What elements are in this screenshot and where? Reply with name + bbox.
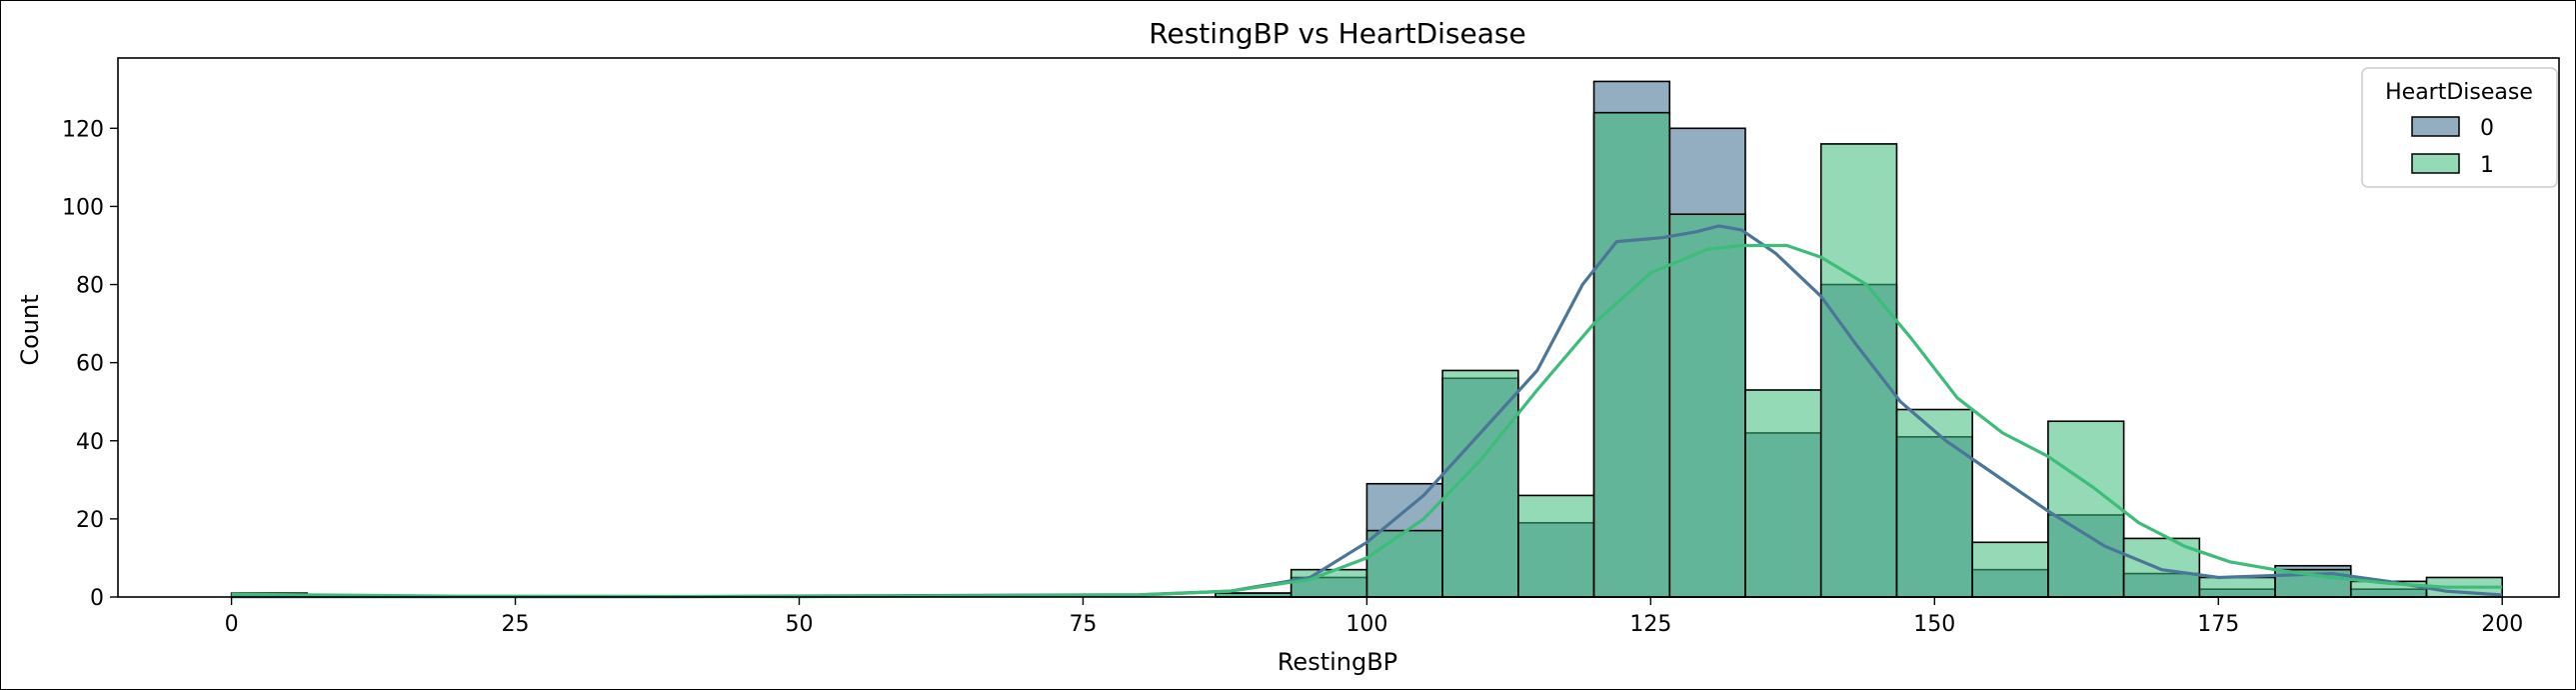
legend-label-0: 0 [2480,116,2494,141]
histogram-bar [1592,111,1671,598]
histogram-bar [1517,494,1595,598]
x-tick-label: 150 [1913,612,1955,637]
x-axis-label: RestingBP [1278,648,1397,676]
y-tick-label: 100 [62,195,104,220]
histogram-bar [1895,408,1973,598]
kde-line [231,224,2503,599]
kde-line [231,243,2503,599]
histogram-bar [1668,213,1746,598]
y-tick-label: 20 [76,508,104,533]
y-tick-label: 80 [76,274,104,299]
x-tick-label: 125 [1629,612,1671,637]
histogram-bar [2198,576,2276,598]
x-tick-label: 100 [1345,612,1387,637]
x-tick-label: 175 [2197,612,2239,637]
plot-area: 0 25 50 75 100 125 150 175 200 0 20 40 60 80 100 120 [62,57,2560,637]
legend-title: HeartDisease [2385,80,2533,105]
x-tick-label: 25 [502,612,530,637]
x-tick-label: 50 [785,612,813,637]
histogram-bar [1744,389,1822,598]
histogram-bar [1365,529,1443,598]
histogram-bar [1819,143,1898,598]
legend-swatch-0 [2411,116,2460,137]
legend: HeartDisease 0 1 [2361,67,2558,188]
x-tick-label: 200 [2481,612,2523,637]
chart-title: RestingBP vs HeartDisease [1149,17,1525,50]
histogram-bar [1971,541,2049,598]
histogram-bar [1289,568,1368,598]
y-tick-label: 0 [90,586,104,611]
axes-frame [117,57,2560,598]
y-tick-label: 60 [76,352,104,377]
histogram-bar [1441,369,1519,598]
y-tick-label: 120 [62,117,104,142]
y-axis-label: Count [16,294,44,365]
legend-label-1: 1 [2480,153,2494,178]
x-tick-label: 0 [225,612,239,637]
legend-swatch-1 [2411,153,2460,174]
x-tick-label: 75 [1069,612,1097,637]
histogram-bar [2047,420,2125,598]
y-tick-label: 40 [76,430,104,455]
